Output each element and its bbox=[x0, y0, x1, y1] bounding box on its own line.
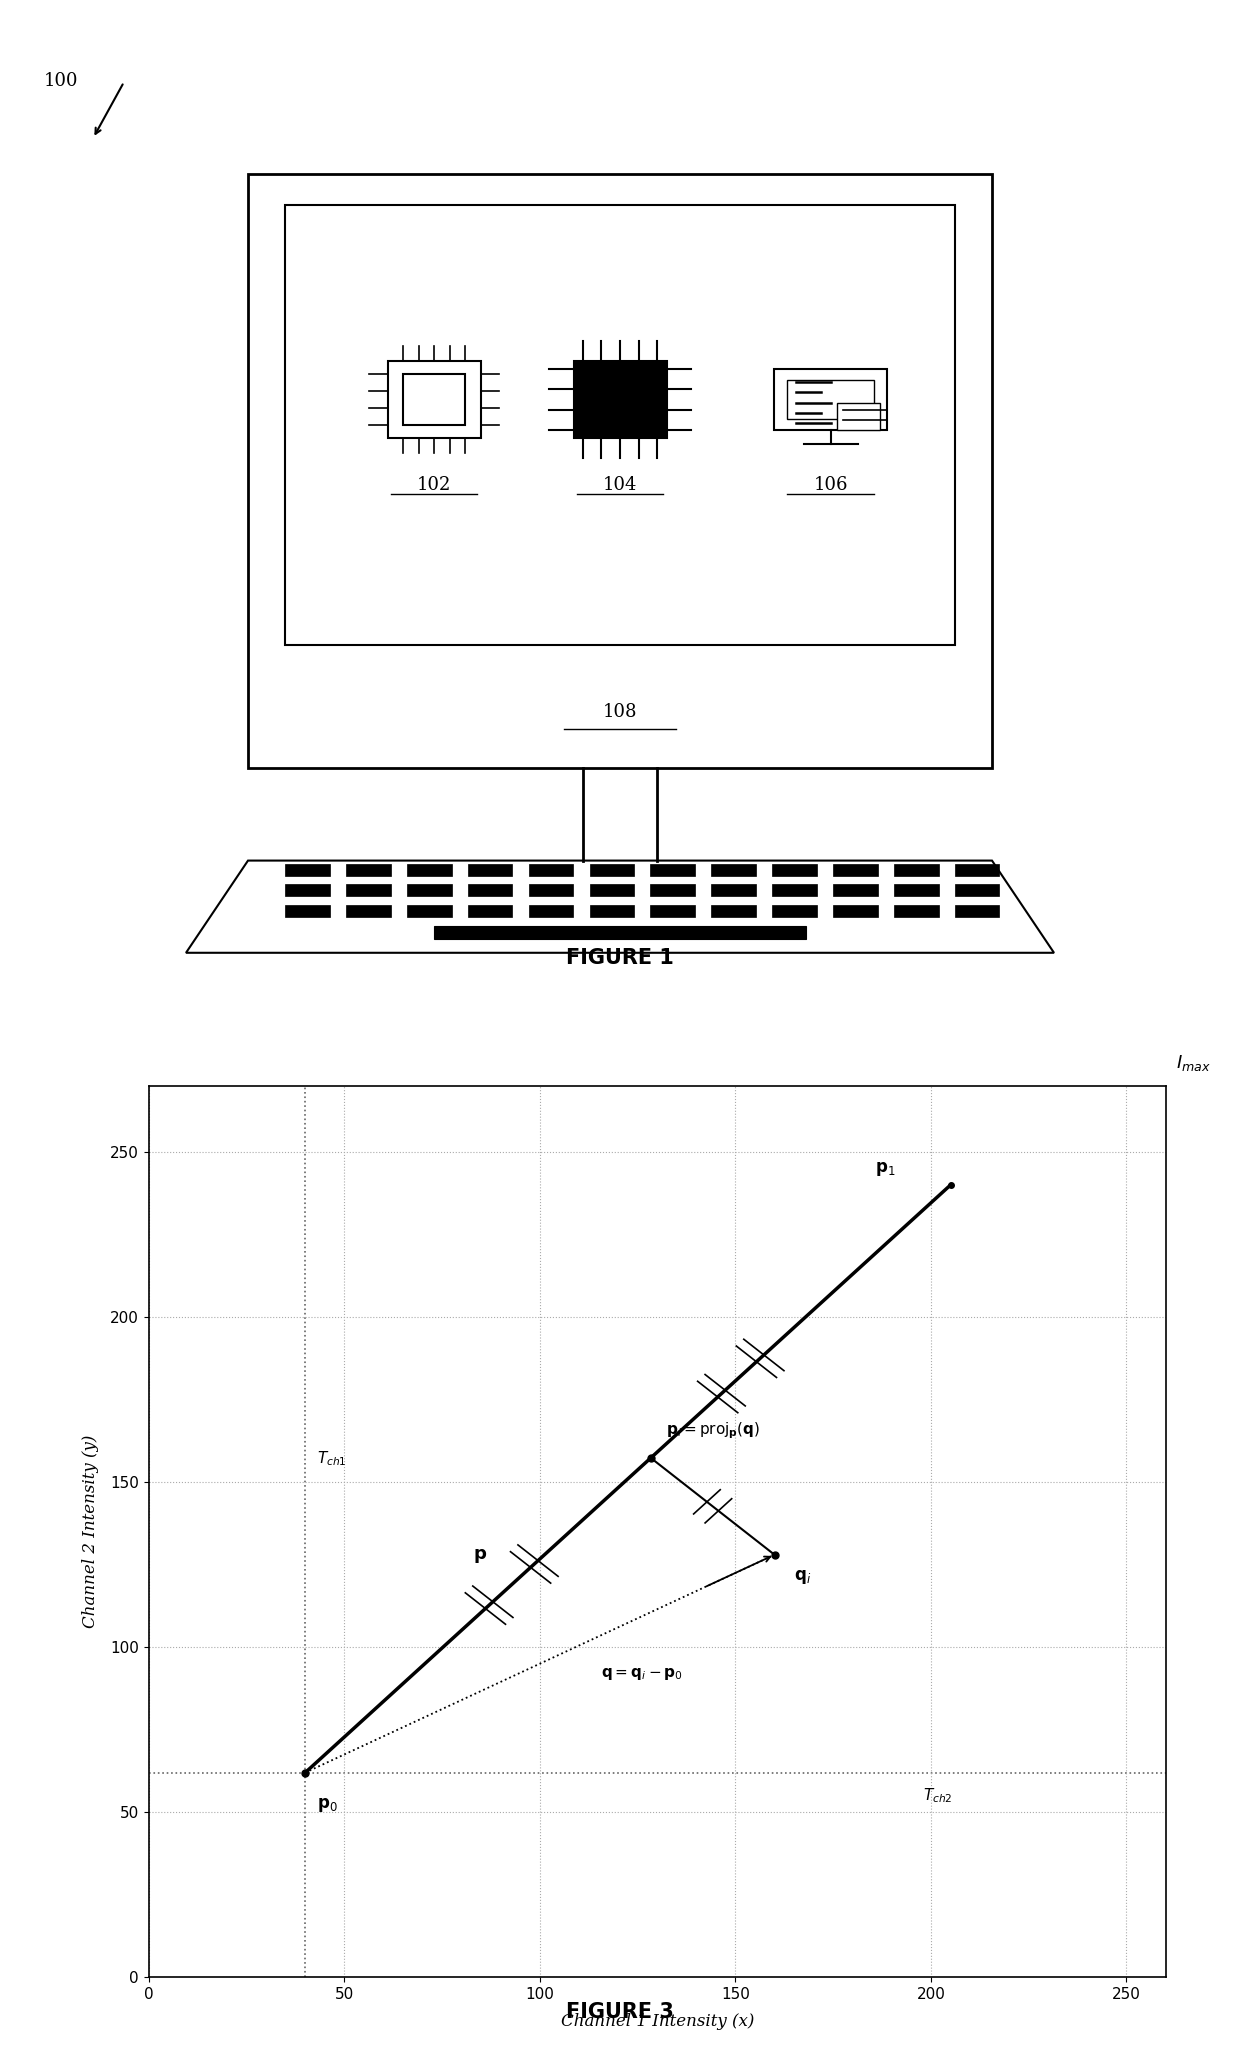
Bar bbox=[955, 865, 999, 877]
Bar bbox=[955, 904, 999, 918]
Text: 104: 104 bbox=[603, 475, 637, 494]
Bar bbox=[407, 904, 451, 918]
Bar bbox=[573, 361, 667, 438]
Bar bbox=[773, 883, 817, 897]
Bar bbox=[589, 904, 634, 918]
Y-axis label: Channel 2 Intensity (y): Channel 2 Intensity (y) bbox=[82, 1434, 99, 1629]
Bar bbox=[346, 904, 391, 918]
Bar bbox=[712, 865, 756, 877]
Text: $T_{ch2}$: $T_{ch2}$ bbox=[923, 1787, 952, 1805]
Bar bbox=[774, 369, 888, 430]
Text: FIGURE 1: FIGURE 1 bbox=[567, 949, 673, 967]
Bar bbox=[773, 865, 817, 877]
Bar bbox=[589, 883, 634, 897]
Bar bbox=[467, 904, 512, 918]
Bar bbox=[712, 883, 756, 897]
Bar bbox=[651, 865, 696, 877]
Bar bbox=[955, 883, 999, 897]
Bar bbox=[712, 904, 756, 918]
Bar bbox=[285, 904, 330, 918]
Text: 100: 100 bbox=[43, 72, 78, 90]
Bar bbox=[787, 379, 874, 418]
Bar bbox=[467, 883, 512, 897]
Bar bbox=[651, 883, 696, 897]
Bar bbox=[467, 865, 512, 877]
Text: 106: 106 bbox=[813, 475, 848, 494]
Bar bbox=[248, 174, 992, 768]
Bar bbox=[407, 865, 451, 877]
Bar bbox=[894, 865, 939, 877]
Bar bbox=[837, 402, 880, 430]
Bar bbox=[833, 904, 878, 918]
Text: $\mathbf{p}_i = \mathrm{proj}_{\mathbf{p}}(\mathbf{q})$: $\mathbf{p}_i = \mathrm{proj}_{\mathbf{p… bbox=[666, 1420, 761, 1440]
Bar bbox=[528, 904, 573, 918]
Bar bbox=[589, 865, 634, 877]
Text: 102: 102 bbox=[417, 475, 451, 494]
Text: FIGURE 3: FIGURE 3 bbox=[567, 2002, 673, 2022]
Text: $\mathbf{p}_0$: $\mathbf{p}_0$ bbox=[317, 1795, 337, 1813]
Bar bbox=[773, 904, 817, 918]
X-axis label: Channel 1 Intensity (x): Channel 1 Intensity (x) bbox=[560, 2012, 754, 2031]
Bar bbox=[285, 883, 330, 897]
Bar bbox=[651, 904, 696, 918]
Text: $I_{max}$: $I_{max}$ bbox=[1176, 1053, 1210, 1072]
Bar bbox=[894, 904, 939, 918]
Bar bbox=[346, 865, 391, 877]
Bar bbox=[285, 865, 330, 877]
Bar bbox=[387, 361, 481, 438]
Text: 108: 108 bbox=[603, 703, 637, 721]
Text: $\mathbf{q} = \mathbf{q}_i - \mathbf{p}_0$: $\mathbf{q} = \mathbf{q}_i - \mathbf{p}_… bbox=[601, 1666, 683, 1682]
Bar bbox=[407, 883, 451, 897]
Bar bbox=[285, 205, 955, 645]
Text: $\mathbf{p}$: $\mathbf{p}$ bbox=[472, 1547, 487, 1565]
Bar bbox=[434, 926, 806, 938]
Text: $T_{ch1}$: $T_{ch1}$ bbox=[317, 1449, 347, 1469]
Bar bbox=[346, 883, 391, 897]
Bar bbox=[894, 883, 939, 897]
Text: $\mathbf{p}_1$: $\mathbf{p}_1$ bbox=[875, 1160, 895, 1178]
Text: $\mathbf{q}_i$: $\mathbf{q}_i$ bbox=[794, 1567, 811, 1586]
Bar bbox=[833, 865, 878, 877]
Bar bbox=[528, 883, 573, 897]
Polygon shape bbox=[186, 861, 1054, 953]
Bar bbox=[528, 865, 573, 877]
Bar bbox=[833, 883, 878, 897]
Bar bbox=[403, 373, 465, 426]
